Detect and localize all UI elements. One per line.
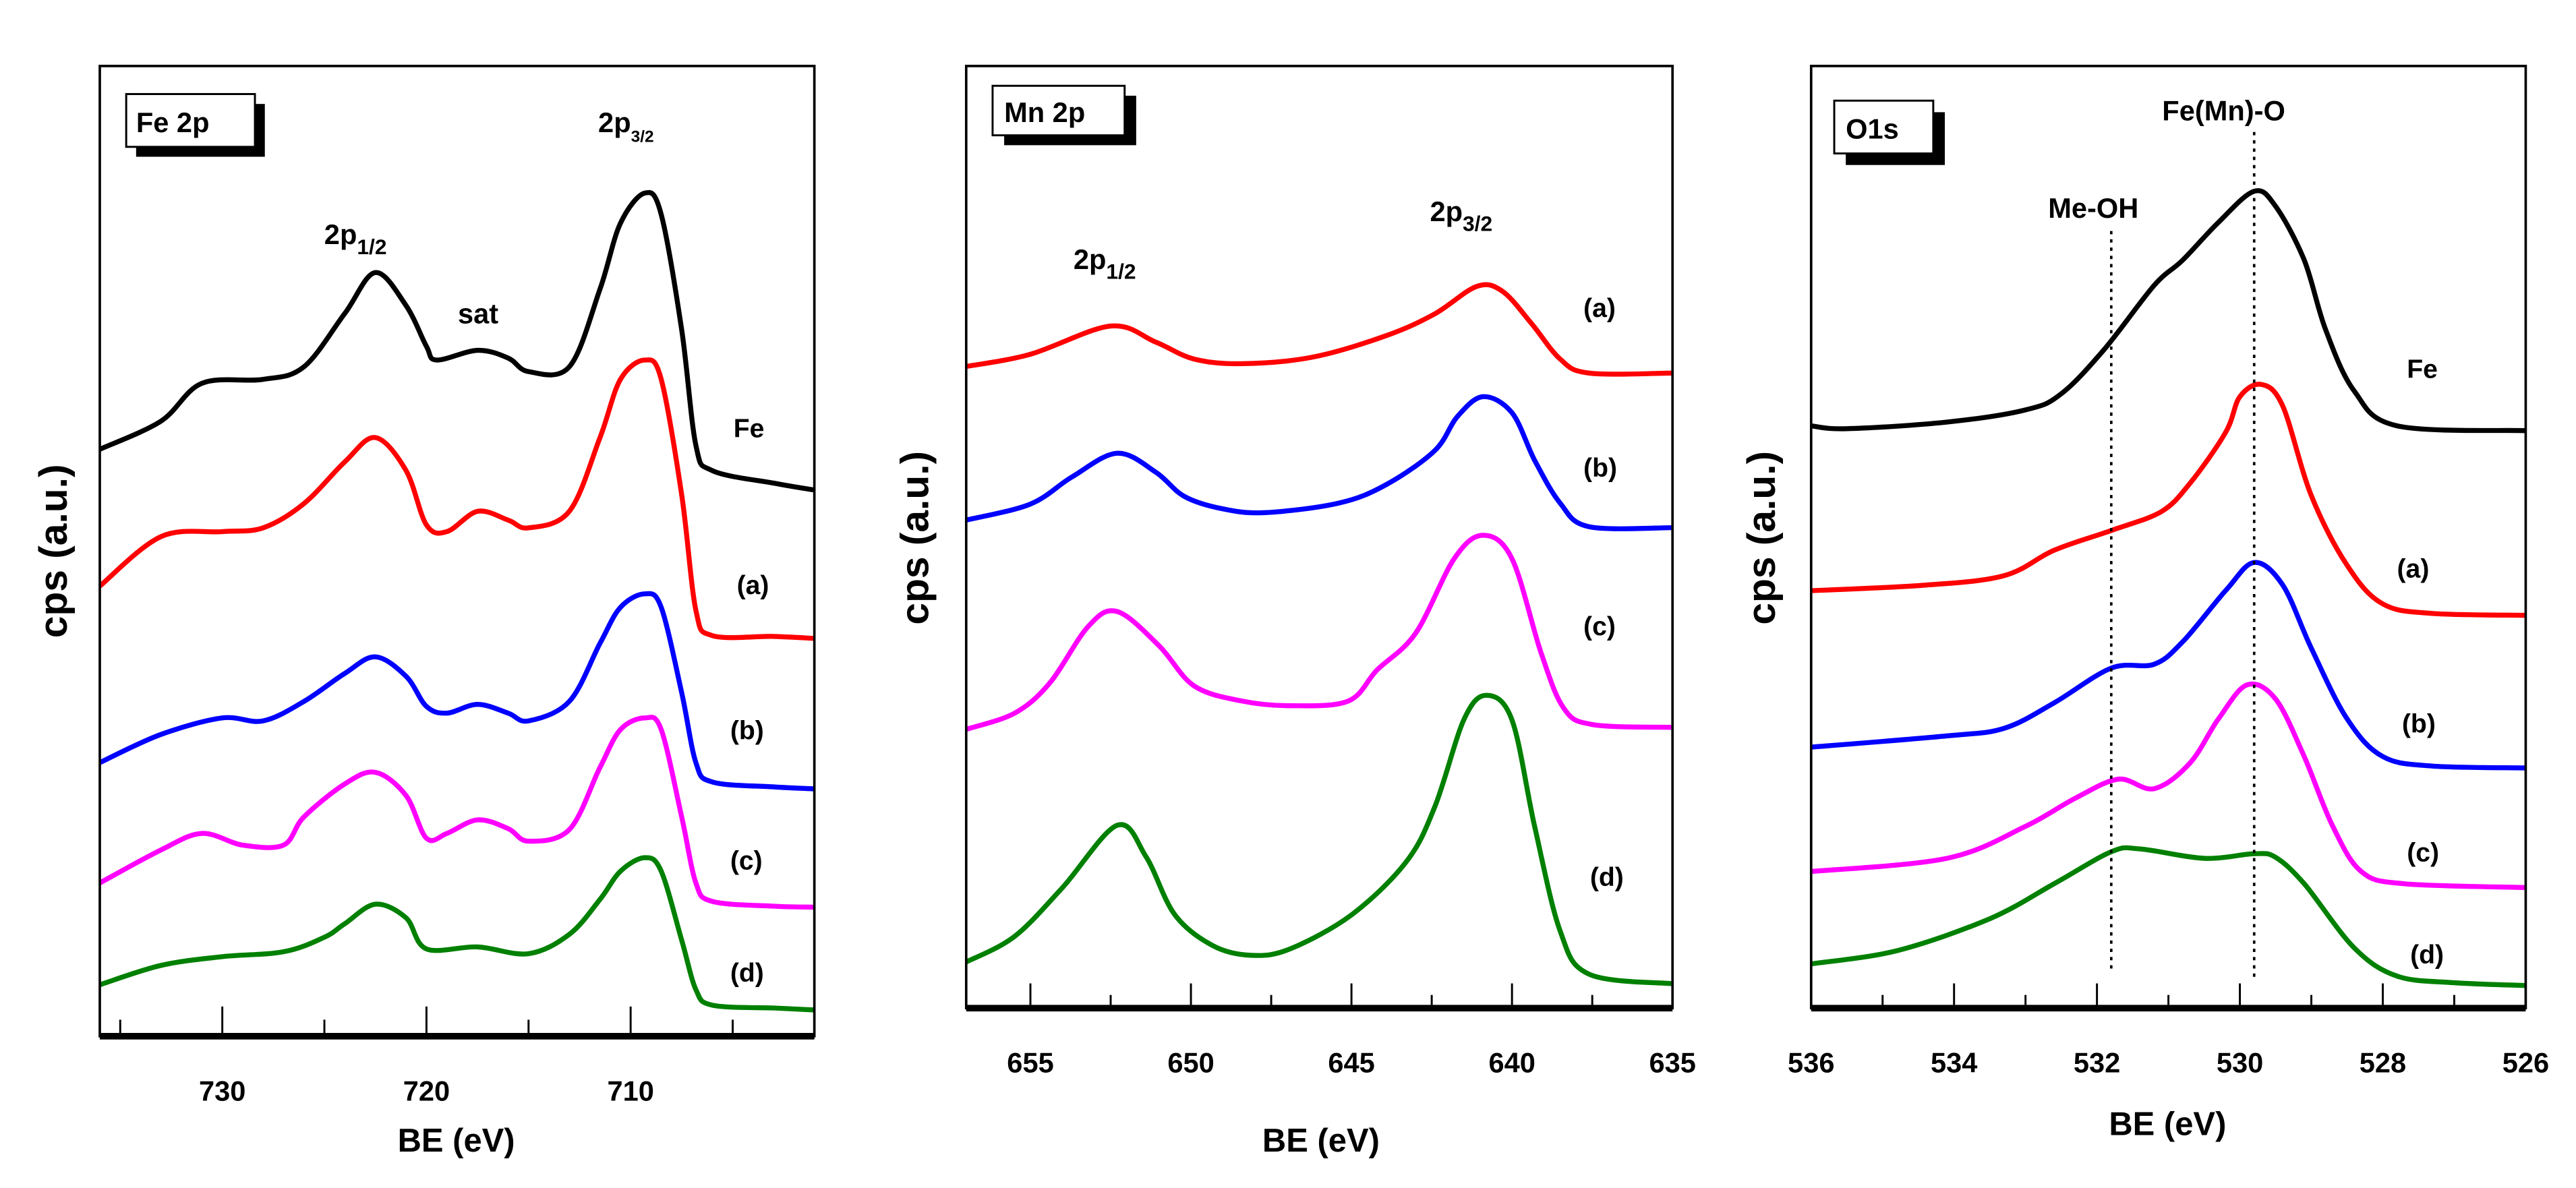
series-line-d xyxy=(1811,845,2526,988)
series-line-a xyxy=(1811,382,2526,618)
series-label-c: (c) xyxy=(1583,612,1616,641)
series-label-d: (d) xyxy=(1590,863,1624,892)
y-axis-title: cps (a.u.) xyxy=(1740,451,1784,625)
x-tick-label: 650 xyxy=(1167,1047,1214,1079)
x-tick-label: 536 xyxy=(1788,1047,1834,1079)
x-tick-label: 635 xyxy=(1649,1047,1695,1079)
panel-title: Mn 2p xyxy=(1004,96,1085,128)
x-tick-label: 530 xyxy=(2217,1047,2263,1079)
series-label-b: (b) xyxy=(1583,454,1617,483)
series-line-b xyxy=(1811,560,2526,771)
series-group xyxy=(98,189,815,1013)
annotation-me-oh: Me-OH xyxy=(2048,192,2138,224)
series-line-b xyxy=(98,591,815,792)
x-axis-title: BE (eV) xyxy=(2109,1106,2226,1143)
x-axis-ticks: 536 534 532 530 528 526 xyxy=(1788,983,2549,1079)
x-tick-label: 710 xyxy=(607,1075,653,1106)
title-box xyxy=(125,93,256,148)
plot-frame xyxy=(98,65,816,1038)
annotation-fe-mn-o: Fe(Mn)-O xyxy=(2162,95,2285,127)
x-axis-title: BE (eV) xyxy=(1262,1123,1380,1159)
panel-title: O1s xyxy=(1846,113,1899,145)
series-label-a: (a) xyxy=(2397,555,2430,584)
series-label-fe: Fe xyxy=(2407,355,2438,384)
y-axis-title: cps (a.u.) xyxy=(32,464,76,638)
series-label-d: (d) xyxy=(730,959,764,988)
x-tick-label: 532 xyxy=(2074,1047,2120,1079)
series-label-c: (c) xyxy=(730,847,763,876)
annotation-sat: sat xyxy=(458,298,498,330)
series-line-a xyxy=(966,282,1673,377)
series-group xyxy=(965,282,1673,986)
series-label-c: (c) xyxy=(2407,838,2439,867)
x-axis-title: BE (eV) xyxy=(398,1123,515,1159)
x-tick-label: 655 xyxy=(1007,1047,1053,1079)
series-line-fe xyxy=(98,189,815,493)
series-label-d: (d) xyxy=(2410,941,2444,970)
x-axis-ticks: 655 650 645 640 635 xyxy=(1007,983,1696,1079)
annotation-2p32: 2p3/2 xyxy=(1430,196,1492,236)
x-tick-label: 730 xyxy=(199,1075,245,1106)
x-axis-ticks: 730 720 710 xyxy=(119,1006,734,1106)
x-tick-label: 526 xyxy=(2502,1047,2549,1079)
series-line-c xyxy=(965,533,1673,732)
x-tick-label: 640 xyxy=(1488,1047,1535,1079)
series-label-a: (a) xyxy=(737,571,769,600)
series-label-a: (a) xyxy=(1583,294,1616,323)
series-line-c xyxy=(1811,681,2526,891)
series-group xyxy=(1811,188,2526,988)
series-line-d xyxy=(98,855,815,1013)
reference-lines xyxy=(2109,131,2256,977)
x-tick-label: 720 xyxy=(403,1075,450,1106)
series-line-c xyxy=(98,715,815,910)
title-box xyxy=(991,84,1126,137)
annotation-2p12: 2p1/2 xyxy=(324,218,387,259)
y-axis-title: cps (a.u.) xyxy=(894,451,937,625)
series-label-b: (b) xyxy=(2402,710,2436,739)
series-label-b: (b) xyxy=(730,716,764,745)
plot-frame xyxy=(964,65,1674,1010)
panel-o1s: 536 534 532 530 528 526 O1s Me-OH Fe(Mn)-O Fe… xyxy=(1740,65,2549,1143)
series-label-fe: Fe xyxy=(734,415,765,444)
panel-fe-2p: 730 720 710 Fe 2p 2p1/2 sat 2p3/2 Fe (a) (… xyxy=(32,65,816,1159)
series-line-d xyxy=(965,692,1673,986)
panel-title: Fe 2p xyxy=(136,107,210,138)
annotation-2p12: 2p1/2 xyxy=(1074,243,1136,284)
title-box xyxy=(1833,99,1935,155)
x-tick-label: 528 xyxy=(2360,1047,2406,1079)
annotation-2p32: 2p3/2 xyxy=(598,107,654,146)
series-line-b xyxy=(965,394,1673,531)
panel-mn-2p: 655 650 645 640 635 Mn 2p 2p1/2 2p3/2 (a) (b… xyxy=(894,65,1696,1159)
series-line-a xyxy=(98,357,815,641)
series-line-fe xyxy=(1811,188,2526,434)
x-tick-label: 534 xyxy=(1931,1047,1977,1079)
x-tick-label: 645 xyxy=(1328,1047,1374,1079)
